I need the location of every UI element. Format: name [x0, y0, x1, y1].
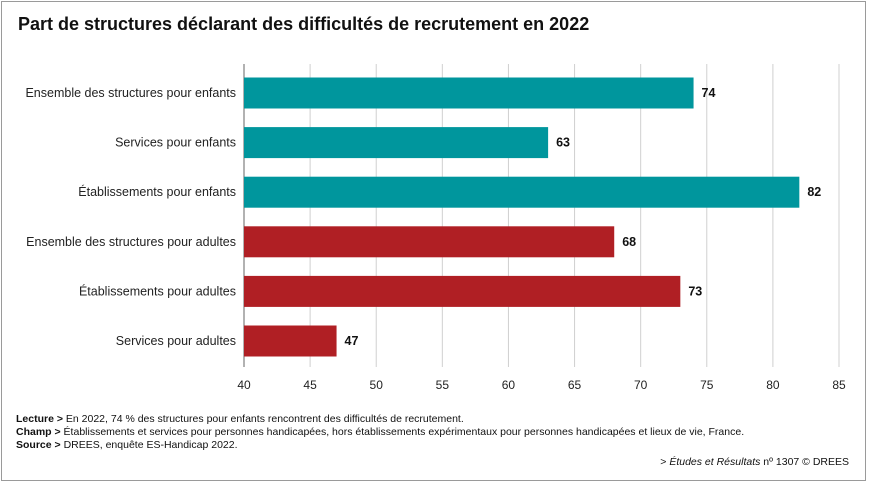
x-tick-label: 75: [700, 378, 714, 392]
category-label: Services pour enfants: [115, 136, 236, 150]
bar: [244, 325, 337, 357]
bar: [244, 226, 615, 258]
value-labels: 74 63 82 68 73 47: [345, 86, 822, 348]
publication-credit: > Études et Résultats nº 1307 © DREES: [660, 456, 849, 468]
category-label: Ensemble des structures pour adultes: [26, 235, 236, 249]
bar: [244, 275, 681, 307]
bar: [244, 127, 549, 159]
x-tick-label: 80: [766, 378, 780, 392]
category-label: Établissements pour adultes: [79, 283, 236, 298]
x-tick-label: 55: [436, 378, 450, 392]
category-label: Établissements pour enfants: [78, 184, 236, 199]
value-label: 63: [556, 136, 570, 150]
value-label: 74: [702, 86, 716, 100]
gridlines: [243, 64, 840, 367]
x-tick-label: 70: [634, 378, 648, 392]
bar: [244, 77, 694, 109]
category-label: Services pour adultes: [116, 334, 236, 348]
x-tick-label: 60: [502, 378, 516, 392]
bar: [244, 176, 800, 208]
category-labels: Ensemble des structures pour enfants Serv…: [25, 86, 236, 348]
category-label: Ensemble des structures pour enfants: [25, 86, 236, 100]
x-tick-label: 40: [237, 378, 251, 392]
note-source: Source > DREES, enquête ES-Handicap 2022…: [16, 439, 238, 451]
x-tick-label: 85: [832, 378, 846, 392]
bars: [244, 77, 800, 357]
x-tick-label: 45: [303, 378, 317, 392]
note-champ: Champ > Établissements et services pour …: [16, 426, 745, 438]
value-label: 47: [345, 334, 359, 348]
value-label: 68: [622, 235, 636, 249]
x-tick-label: 65: [568, 378, 582, 392]
note-lecture: Lecture > En 2022, 74 % des structures p…: [16, 413, 464, 425]
value-label: 73: [688, 284, 702, 298]
chart-notes: Lecture > En 2022, 74 % des structures p…: [16, 413, 744, 452]
value-label: 82: [807, 185, 821, 199]
x-axis-ticks: 40 45 50 55 60 65 70 75 80 85: [237, 378, 846, 392]
chart-title: Part de structures déclarant des difficu…: [18, 14, 590, 34]
x-tick-label: 50: [370, 378, 384, 392]
